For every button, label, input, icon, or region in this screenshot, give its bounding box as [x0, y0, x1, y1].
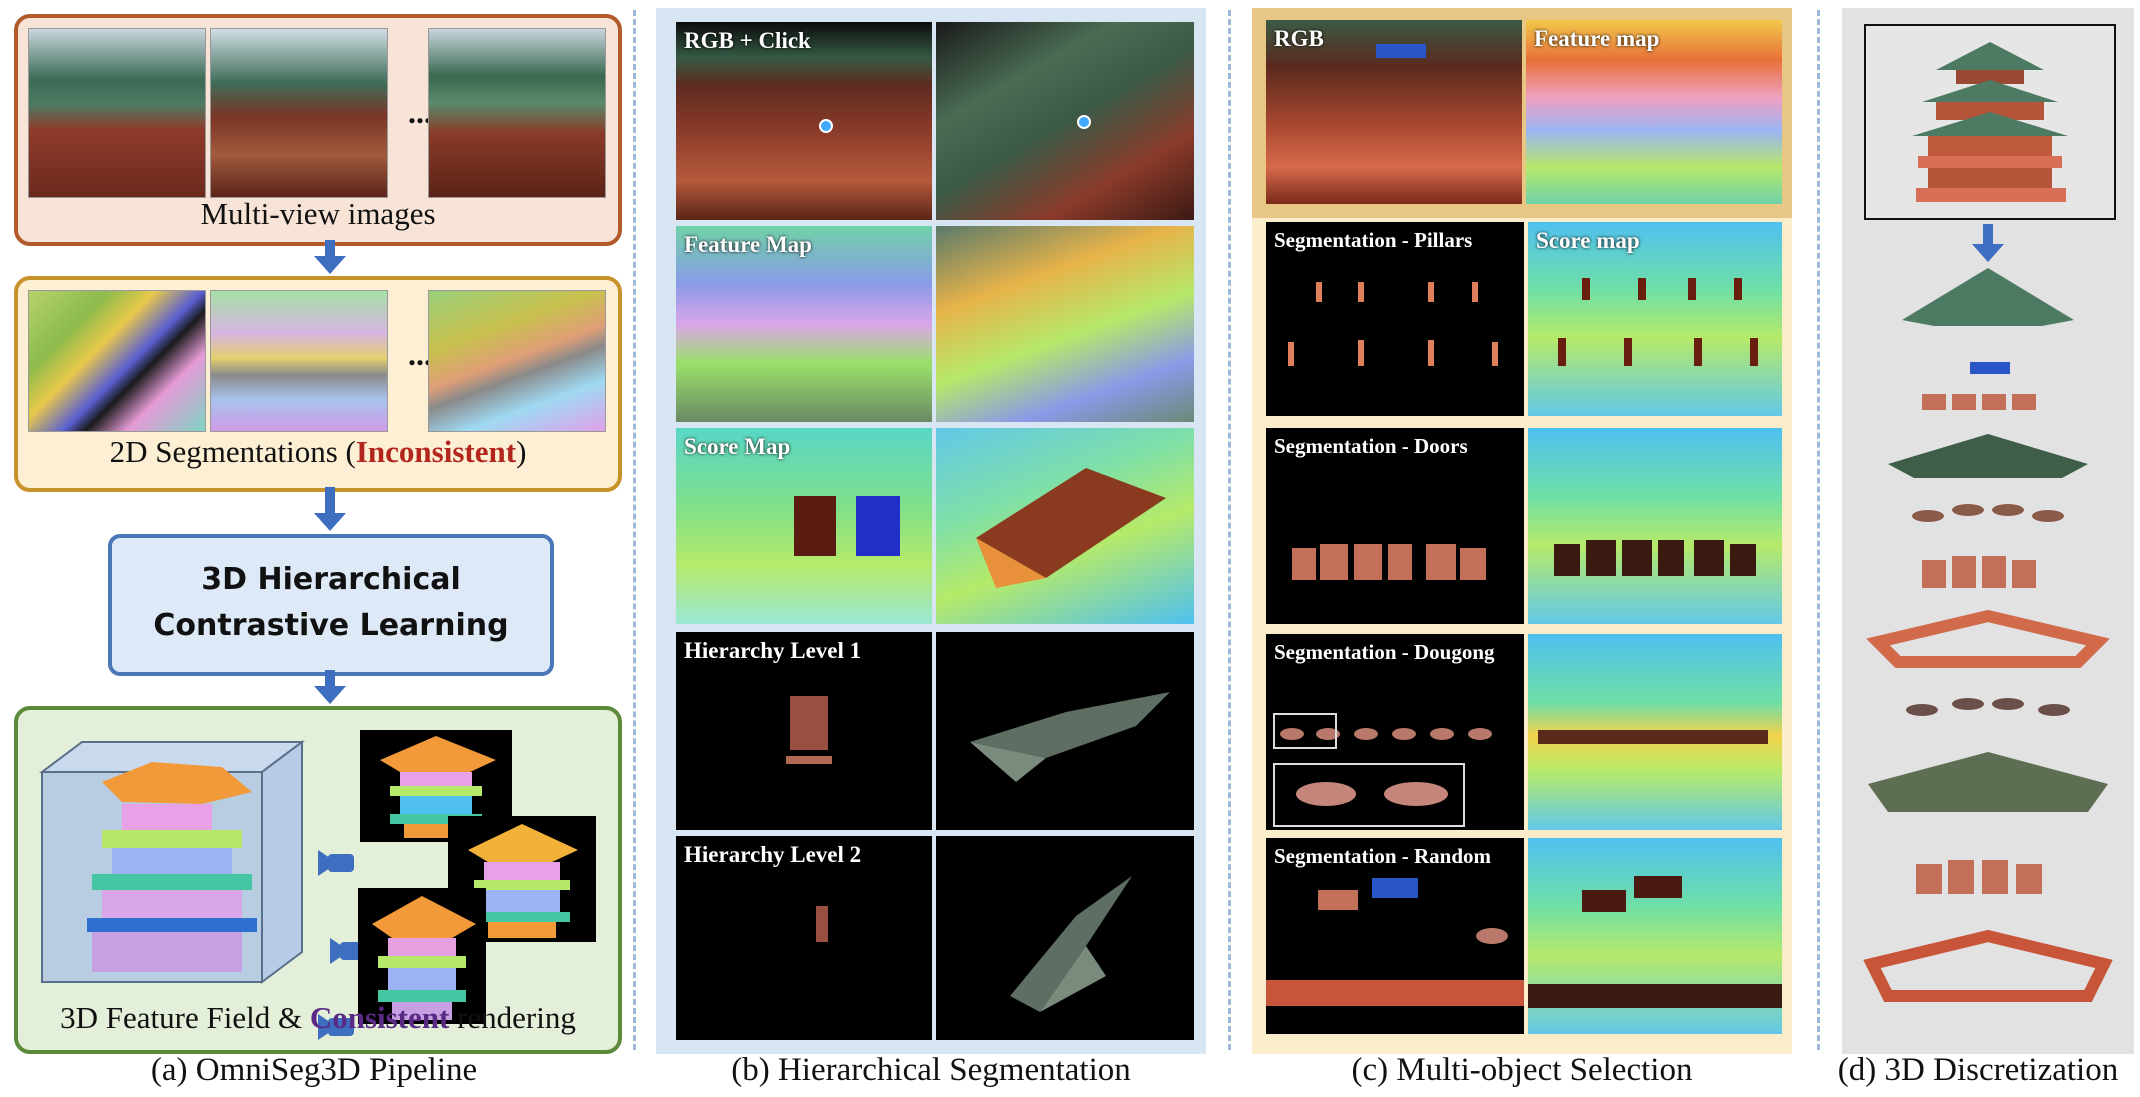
seg-doors-label: Segmentation - Doors: [1274, 434, 1468, 458]
hierarchy-level-2-left: Hierarchy Level 2: [676, 836, 932, 1040]
hierarchical-contrastive-learning-box: 3D Hierarchical Contrastive Learning: [108, 534, 554, 676]
score-pillars: Score map: [1528, 222, 1782, 416]
seg-pillars: Segmentation - Pillars: [1266, 222, 1524, 416]
seg-pillars-label: Segmentation - Pillars: [1274, 228, 1473, 252]
part-base-doors: [1916, 860, 2042, 894]
feature-field-cube: [39, 740, 305, 984]
part-lower-doors: [1922, 556, 2036, 588]
segmentations-label: 2D Segmentations (Inconsistent): [109, 434, 527, 469]
discretized-parts: [1863, 268, 2113, 1002]
hierarchy-level-2-right: [936, 836, 1194, 1040]
part-upper-doors: [1922, 394, 2036, 410]
divider-c-d: [1817, 10, 1820, 1050]
rgb-click-left: RGB + Click: [676, 22, 932, 220]
part-base-railing: [1863, 929, 2113, 1002]
feature-map-label: Feature Map: [684, 232, 812, 257]
segmentation-thumb-2: [210, 290, 388, 432]
score-map-label: Score Map: [684, 434, 791, 459]
rgb-label: RGB: [1274, 26, 1324, 51]
rgb-click-right: [936, 22, 1194, 220]
part-dougong-ring: [1912, 504, 2064, 522]
score-map-c-label: Score map: [1536, 228, 1640, 253]
part-lower-dougong: [1906, 698, 2070, 716]
part-lower-roof: [1868, 752, 2108, 812]
consistent-highlight: Consistent: [309, 1000, 450, 1035]
caption-b: (b) Hierarchical Segmentation: [731, 1052, 1131, 1088]
seg-doors: Segmentation - Doors: [1266, 428, 1524, 624]
inconsistent-highlight: Inconsistent: [355, 434, 517, 469]
camera-icon: [318, 850, 354, 876]
feature-map-tile: Feature map: [1526, 20, 1782, 204]
camera-icon: [318, 1014, 354, 1040]
hier-line-2: Contrastive Learning: [153, 608, 509, 643]
caption-d: (d) 3D Discretization: [1837, 1052, 2119, 1088]
caption-c: (c) Multi-object Selection: [1351, 1052, 1693, 1088]
seg-random: Segmentation - Random: [1266, 838, 1524, 1034]
part-railing-ring: [1866, 609, 2110, 668]
full-building-render: [1864, 24, 2116, 220]
multiview-thumb-1: [28, 28, 206, 198]
divider-b-c: [1228, 10, 1231, 1050]
part-top-roof: [1902, 268, 2074, 326]
part-plaque: [1970, 362, 2010, 374]
divider-a-b: [633, 10, 636, 1050]
segmentation-thumb-1: [28, 290, 206, 432]
caption-a: (a) OmniSeg3D Pipeline: [150, 1052, 478, 1088]
hierarchy-level-1-left: Hierarchy Level 1: [676, 632, 932, 830]
segmentation-thumb-3: [428, 290, 606, 432]
feature-map-left: Feature Map: [676, 226, 932, 422]
multiview-images-box: ... Multi-view images: [14, 14, 622, 246]
feature-map-right: [936, 226, 1194, 422]
hierarchy-level-1-right: [936, 632, 1194, 830]
score-map-left: Score Map: [676, 428, 932, 624]
rgb-tile: RGB: [1266, 20, 1522, 204]
rgb-click-label: RGB + Click: [684, 28, 811, 53]
multiview-thumb-3: [428, 28, 606, 198]
score-map-right: [936, 428, 1194, 624]
feature-field-box: 3D Feature Field & Consistent rendering: [14, 706, 622, 1054]
seg-dougong: Segmentation - Dougong: [1266, 634, 1524, 830]
segmentations-box: ... 2D Segmentations (Inconsistent): [14, 276, 622, 492]
hierarchy-level-1-label: Hierarchy Level 1: [684, 638, 862, 663]
multiview-thumb-2: [210, 28, 388, 198]
multiview-images-label: Multi-view images: [200, 196, 436, 231]
hierarchy-level-2-label: Hierarchy Level 2: [684, 842, 862, 867]
feature-map-c-label: Feature map: [1534, 26, 1660, 51]
hier-line-1: 3D Hierarchical: [201, 562, 461, 597]
score-doors: [1528, 428, 1782, 624]
rendered-view-3: [358, 888, 486, 1024]
feature-field-label: 3D Feature Field & Consistent rendering: [60, 1000, 576, 1035]
part-middle-roof: [1888, 434, 2088, 478]
score-dougong: [1528, 634, 1782, 830]
seg-random-label: Segmentation - Random: [1274, 844, 1492, 868]
score-random: [1528, 838, 1782, 1034]
seg-dougong-label: Segmentation - Dougong: [1274, 640, 1495, 664]
